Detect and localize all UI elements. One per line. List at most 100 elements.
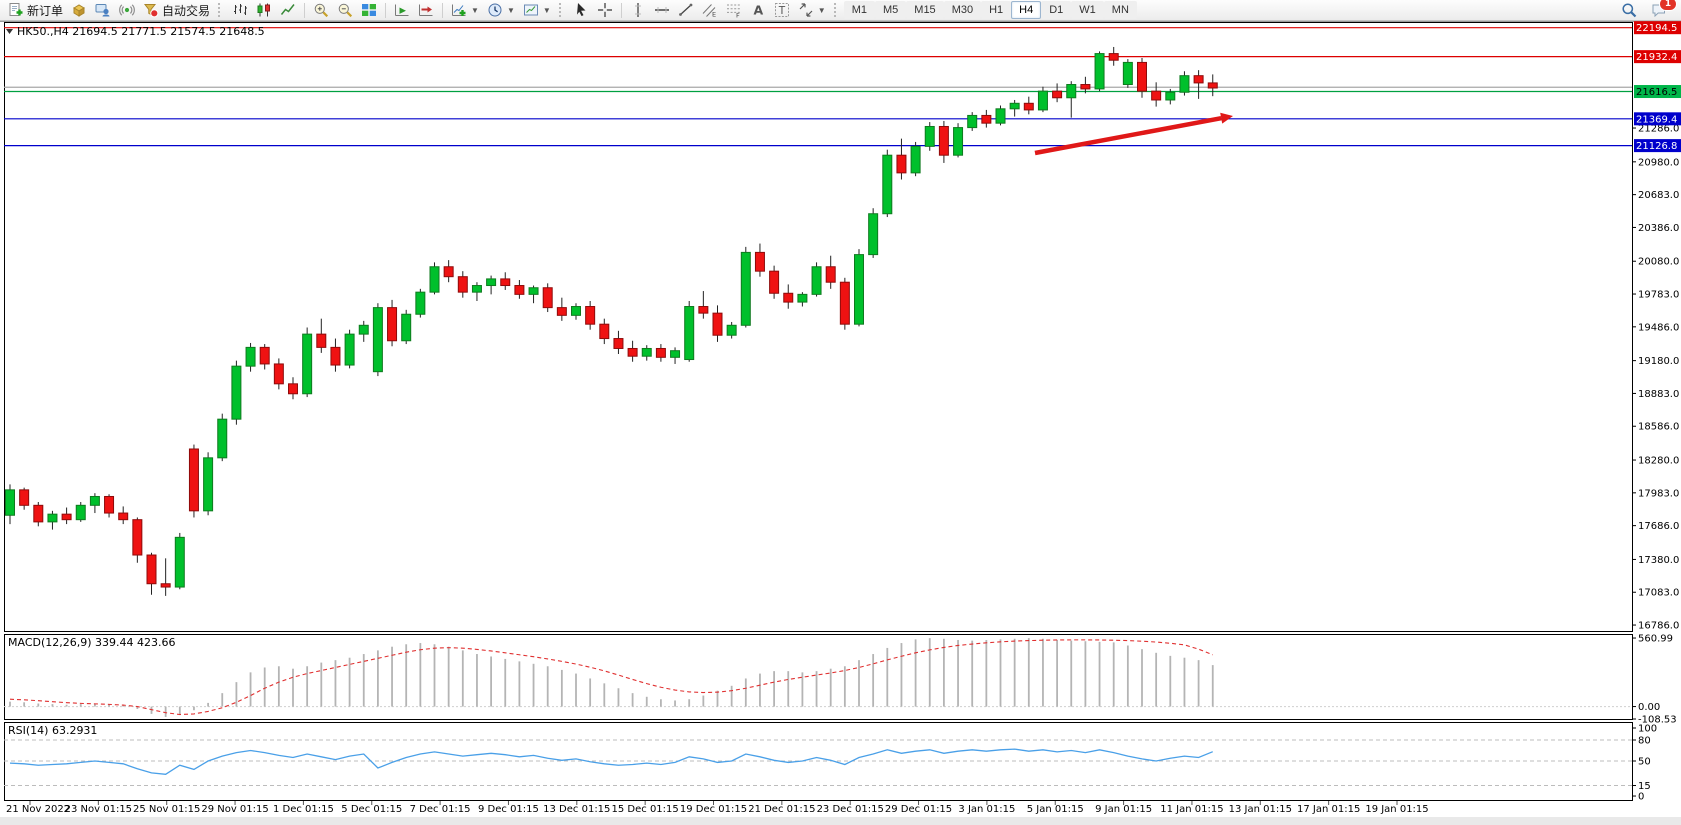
chart-window — [0, 21, 1681, 817]
signals-icon — [119, 2, 135, 18]
svg-text:3 Jan 01:15: 3 Jan 01:15 — [958, 804, 1015, 815]
indicators-icon — [451, 2, 467, 18]
market-watch-button[interactable] — [67, 1, 91, 20]
timeframe-button-M30[interactable]: M30 — [943, 1, 982, 19]
indicators-button[interactable]: ▼ — [447, 1, 483, 20]
candlestick-mode-button[interactable] — [252, 1, 276, 20]
zoom-out-button[interactable] — [333, 1, 357, 20]
text-icon: A — [750, 2, 766, 18]
svg-text:17083.0: 17083.0 — [1638, 588, 1679, 599]
notification-count-badge: 1 — [1659, 0, 1677, 11]
channel-tool-button[interactable]: E — [698, 1, 722, 20]
horizontal-line-tool-button[interactable] — [650, 1, 674, 20]
trend-arrow[interactable] — [1034, 112, 1233, 156]
toolbar-separator — [620, 2, 622, 18]
svg-text:15: 15 — [1638, 781, 1651, 792]
price-axis: 21286.0 20980.0 20683.0 20386.0 20080.0 19783… — [1632, 124, 1679, 632]
text-label-tool-button[interactable]: T — [770, 1, 794, 20]
new-order-label: 新订单 — [27, 3, 64, 18]
bar-chart-mode-button[interactable] — [228, 1, 252, 20]
svg-text:19783.0: 19783.0 — [1638, 290, 1679, 301]
search-button[interactable] — [1617, 1, 1641, 20]
cursor-icon — [573, 2, 589, 18]
tile-windows-icon — [361, 2, 377, 18]
equidistant-channel-icon: E — [702, 2, 718, 19]
bar-chart-icon — [232, 2, 248, 18]
svg-text:22194.5: 22194.5 — [1636, 23, 1677, 34]
timeframe-button-MN[interactable]: MN — [1103, 1, 1137, 19]
auto-scroll-button[interactable] — [390, 1, 414, 20]
crosshair-tool-button[interactable] — [593, 1, 617, 20]
chart-title: HK50.,H4 21694.5 21771.5 21574.5 21648.5 — [6, 25, 265, 38]
svg-text:17380.0: 17380.0 — [1638, 555, 1679, 566]
pane-frames — [4, 22, 1633, 801]
svg-text:19486.0: 19486.0 — [1638, 322, 1679, 333]
svg-text:19 Dec 01:15: 19 Dec 01:15 — [680, 804, 747, 815]
svg-text:17 Jan 01:15: 17 Jan 01:15 — [1297, 804, 1360, 815]
clock-icon — [487, 2, 503, 18]
timeframe-button-H1[interactable]: H1 — [981, 1, 1012, 19]
timeframe-button-H4[interactable]: H4 — [1011, 1, 1042, 19]
collapse-triangle-icon — [6, 29, 13, 34]
arrows-tool-button[interactable]: ▼ — [794, 1, 830, 20]
svg-text:20080.0: 20080.0 — [1638, 257, 1679, 268]
svg-text:21932.4: 21932.4 — [1636, 52, 1677, 63]
new-order-button[interactable]: 新订单 — [4, 1, 67, 20]
svg-text:13 Dec 01:15: 13 Dec 01:15 — [543, 804, 610, 815]
svg-text:21 Dec 01:15: 21 Dec 01:15 — [748, 804, 815, 815]
svg-text:11 Jan 01:15: 11 Jan 01:15 — [1160, 804, 1223, 815]
crosshair-icon — [597, 2, 613, 18]
navigator-button[interactable] — [91, 1, 115, 20]
auto-scroll-icon — [394, 2, 410, 18]
arrows-icon — [798, 2, 814, 18]
timeframe-button-D1[interactable]: D1 — [1041, 1, 1072, 19]
svg-text:15 Dec 01:15: 15 Dec 01:15 — [612, 804, 679, 815]
candlestick-icon — [256, 2, 272, 18]
svg-text:80: 80 — [1638, 735, 1651, 746]
candlesticks — [5, 46, 1218, 596]
svg-text:0: 0 — [1638, 792, 1644, 803]
toolbar-separator — [442, 2, 444, 18]
templates-icon — [523, 2, 539, 18]
svg-text:560.99: 560.99 — [1638, 634, 1673, 645]
text-tool-button[interactable]: A — [746, 1, 770, 20]
periods-button[interactable]: ▼ — [483, 1, 519, 20]
horizontal-line-icon — [654, 2, 670, 18]
level-lines[interactable] — [4, 27, 1632, 147]
vertical-line-tool-button[interactable] — [626, 1, 650, 20]
rsi-label: RSI(14) 63.2931 — [8, 724, 97, 737]
svg-text:T: T — [778, 5, 786, 17]
fibonacci-tool-button[interactable]: F — [722, 1, 746, 20]
svg-text:29 Nov 01:15: 29 Nov 01:15 — [201, 804, 268, 815]
zoom-in-button[interactable] — [309, 1, 333, 20]
svg-text:23 Nov 01:15: 23 Nov 01:15 — [65, 804, 132, 815]
timeframe-button-W1[interactable]: W1 — [1071, 1, 1104, 19]
templates-button[interactable]: ▼ — [519, 1, 555, 20]
svg-text:1 Dec 01:15: 1 Dec 01:15 — [273, 804, 334, 815]
svg-text:21369.4: 21369.4 — [1636, 114, 1677, 125]
autotrading-button[interactable]: 自动交易 — [139, 1, 214, 20]
svg-text:E: E — [712, 11, 716, 19]
timeframe-button-M5[interactable]: M5 — [875, 1, 907, 19]
svg-text:9 Jan 01:15: 9 Jan 01:15 — [1095, 804, 1152, 815]
text-label-icon: T — [774, 2, 790, 18]
cursor-tool-button[interactable] — [569, 1, 593, 20]
autotrading-icon — [143, 2, 159, 18]
svg-text:29 Dec 01:15: 29 Dec 01:15 — [885, 804, 952, 815]
trendline-tool-button[interactable] — [674, 1, 698, 20]
toolbar-grip — [218, 3, 224, 17]
line-chart-mode-button[interactable] — [276, 1, 300, 20]
signals-button[interactable] — [115, 1, 139, 20]
trendline-icon — [678, 2, 694, 18]
svg-text:20386.0: 20386.0 — [1638, 223, 1679, 234]
timeframe-button-M15[interactable]: M15 — [906, 1, 944, 19]
search-icon — [1621, 2, 1637, 18]
chart-shift-button[interactable] — [414, 1, 438, 20]
toolbar-separator — [385, 2, 387, 18]
svg-text:20683.0: 20683.0 — [1638, 190, 1679, 201]
dropdown-arrow-icon: ▼ — [542, 5, 551, 15]
tile-windows-button[interactable] — [357, 1, 381, 20]
svg-text:19180.0: 19180.0 — [1638, 356, 1679, 367]
timeframe-button-M1[interactable]: M1 — [843, 1, 875, 19]
